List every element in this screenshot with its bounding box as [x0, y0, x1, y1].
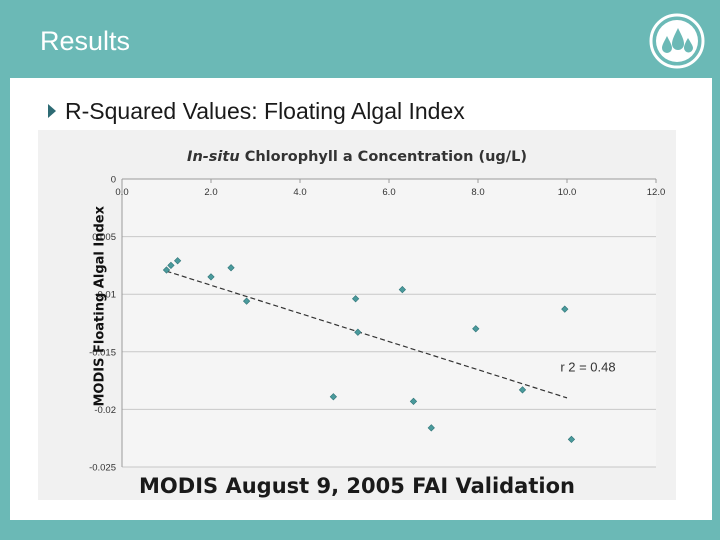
x-tick-label: 10.0 [558, 187, 577, 198]
data-point [174, 257, 182, 265]
data-point [561, 305, 569, 313]
bullet-arrow-icon [48, 104, 56, 118]
y-tick-label: -0.015 [89, 347, 116, 358]
x-tick-label: 6.0 [382, 187, 395, 198]
data-point [162, 266, 171, 274]
y-axis-label: MODIS Floating Algal Index [92, 206, 108, 407]
chart-plot: 0 0.005 -0.01 -0.015 -0.02 -0.025 0.0 2.0 4.0 6.0… [89, 175, 666, 474]
slide-header: Results [0, 0, 720, 78]
y-tick-label: -0.02 [94, 405, 116, 416]
slide-content: R-Squared Values: Floating Algal Index 0… [10, 78, 712, 520]
data-point [352, 295, 360, 303]
r-squared-label: r 2 = 0.48 [560, 359, 615, 374]
chart-title-rest: Chlorophyll a Concentration (ug/L) [239, 149, 527, 165]
data-point [207, 273, 215, 281]
bullet-item: R-Squared Values: Floating Algal Index [48, 96, 465, 126]
data-point [518, 386, 527, 394]
y-tick-label: 0.005 [92, 232, 116, 243]
data-point [427, 424, 435, 432]
chart-caption: MODIS August 9, 2005 FAI Validation [139, 474, 575, 498]
water-drops-icon [649, 13, 705, 69]
data-point [409, 397, 418, 405]
chart-title-italic: In-situ [187, 149, 240, 165]
data-point [227, 264, 235, 272]
y-tick-label: -0.025 [89, 463, 116, 474]
data-point [329, 393, 337, 401]
bullet-text: R-Squared Values: Floating Algal Index [65, 97, 465, 124]
x-tick-label: 12.0 [647, 187, 666, 198]
data-point [242, 297, 251, 305]
data-point [567, 435, 576, 443]
data-point [398, 285, 406, 294]
x-tick-label: 8.0 [471, 187, 484, 198]
data-point [167, 261, 175, 270]
chart-title: In-situ Chlorophyll a Concentration (ug/… [38, 149, 676, 165]
data-point [354, 328, 362, 336]
footer-band [0, 520, 720, 540]
x-tick-label: 2.0 [204, 187, 217, 198]
trendline [166, 270, 568, 399]
scatter-chart: 0 0.005 -0.01 -0.015 -0.02 -0.025 0.0 2.0 4.0 6.0… [38, 130, 676, 500]
data-point [472, 325, 480, 333]
x-tick-label: 0.0 [115, 187, 128, 198]
y-tick-label: -0.01 [94, 290, 116, 301]
y-tick-label: 0 [111, 175, 116, 186]
slide-title: Results [40, 26, 131, 56]
x-tick-label: 4.0 [293, 187, 306, 198]
plot-area [122, 179, 656, 467]
